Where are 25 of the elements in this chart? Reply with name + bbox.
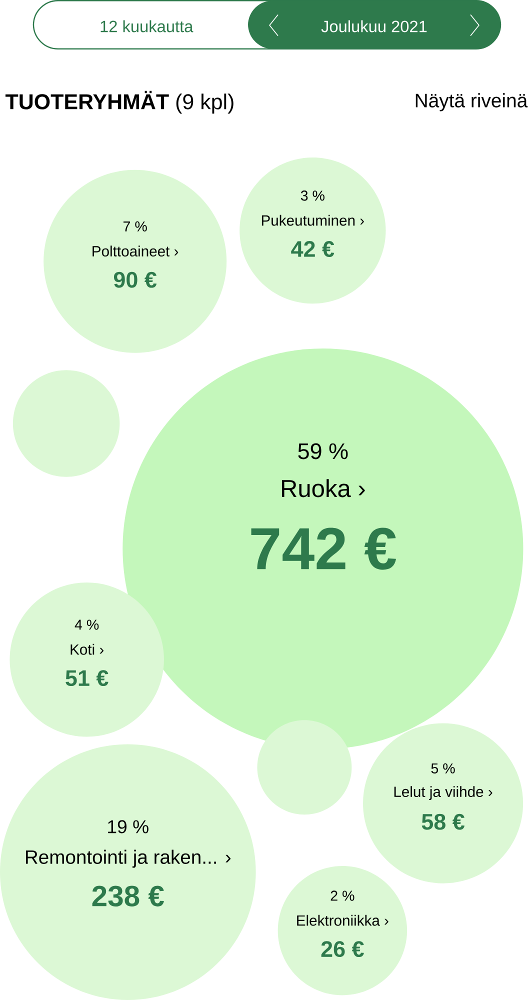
category-label: Remontointi ja raken... › [26,850,230,868]
data-label: 90 € [114,272,157,288]
text: 7 % [123,221,147,232]
category-label: Lelut ja viihde › [394,786,492,800]
text: 4 % [74,620,99,630]
text: 59 % [298,443,348,460]
category-label: Ruoka › [282,479,365,498]
data-label: 26 € [321,941,364,958]
data-label: 51 € [66,670,108,686]
category-label: Elektroniikka › [297,914,388,926]
text: 2 % [330,890,354,901]
text: 3 % [300,190,324,201]
data-label: 58 € [422,814,464,830]
data-label: 42 € [291,241,334,257]
text: 19 % [108,820,148,834]
category-label: Pukeutuminen › [262,214,364,226]
text: TUOTERYHMÄT (9 kpl) [5,90,234,114]
category-label: Koti › [70,644,104,655]
data-label: 742 € [251,528,396,570]
text: Näytä riveinä [416,93,528,112]
text: 12 kuukautta [100,20,194,32]
category-label: Polttoaineet › [92,246,178,257]
text: 5 % [431,763,455,774]
text: Joulukuu 2021 [321,20,427,32]
data-label: 238 € [92,886,164,906]
